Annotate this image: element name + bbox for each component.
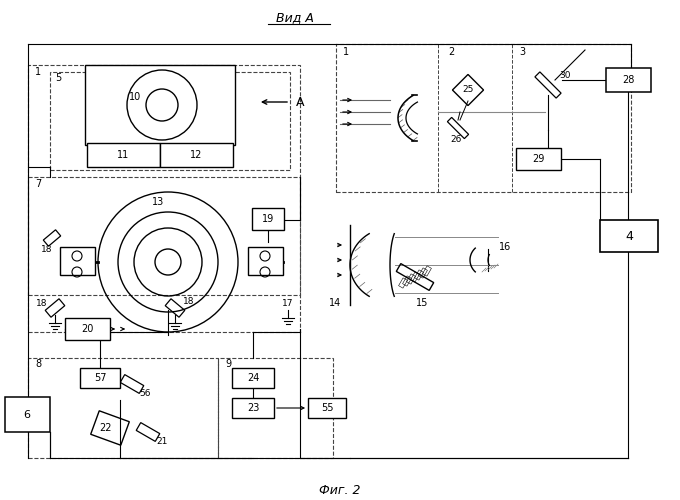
Text: 1: 1 (343, 47, 349, 57)
Text: 2: 2 (448, 47, 454, 57)
Text: 24: 24 (247, 373, 259, 383)
Text: Вид А: Вид А (276, 12, 314, 24)
Text: 56: 56 (139, 388, 151, 398)
Bar (336, 44, 631, 192)
Text: 18: 18 (183, 298, 194, 306)
Bar (252, 208, 284, 230)
Text: 18: 18 (41, 246, 52, 254)
Text: 11: 11 (117, 150, 129, 160)
Bar (85, 65, 235, 145)
Text: 30: 30 (559, 72, 571, 80)
Bar (232, 398, 274, 418)
Bar (28, 358, 218, 458)
Text: 15: 15 (415, 298, 428, 308)
Text: 16: 16 (499, 242, 511, 252)
Text: 20: 20 (81, 324, 93, 334)
Text: 26: 26 (450, 134, 462, 143)
Bar (308, 398, 346, 418)
Text: Фиг. 2: Фиг. 2 (319, 484, 361, 496)
Text: 10: 10 (129, 92, 141, 102)
Text: 9: 9 (225, 359, 231, 369)
Text: 18: 18 (35, 300, 47, 308)
Bar (60, 247, 95, 275)
Text: 23: 23 (247, 403, 259, 413)
Bar (600, 220, 658, 252)
Text: 6: 6 (24, 410, 31, 420)
Bar (606, 68, 651, 92)
Bar (50, 72, 290, 170)
Text: 13: 13 (152, 197, 164, 207)
Text: 14: 14 (329, 298, 341, 308)
Text: 12: 12 (190, 150, 202, 160)
Bar (248, 247, 283, 275)
Bar (5, 397, 50, 432)
Bar (80, 368, 120, 388)
Text: 19: 19 (262, 214, 274, 224)
Text: 22: 22 (100, 423, 112, 433)
Text: 57: 57 (94, 373, 106, 383)
Text: 28: 28 (622, 75, 634, 85)
Text: 21: 21 (156, 436, 168, 446)
Text: 7: 7 (35, 179, 41, 189)
Bar (516, 148, 561, 170)
Bar (160, 143, 233, 167)
Bar (65, 318, 110, 340)
Text: 17: 17 (282, 300, 294, 308)
Text: 5: 5 (55, 73, 61, 83)
Bar (28, 177, 300, 332)
Bar (87, 143, 160, 167)
Bar (218, 358, 333, 458)
Text: 3: 3 (519, 47, 525, 57)
Text: 4: 4 (625, 230, 633, 242)
Text: А: А (296, 96, 304, 108)
Text: 1: 1 (35, 67, 41, 77)
Text: 55: 55 (321, 403, 333, 413)
Text: 29: 29 (532, 154, 544, 164)
Text: 25: 25 (462, 86, 474, 94)
Bar (232, 368, 274, 388)
Bar (28, 65, 300, 295)
Text: 8: 8 (35, 359, 41, 369)
